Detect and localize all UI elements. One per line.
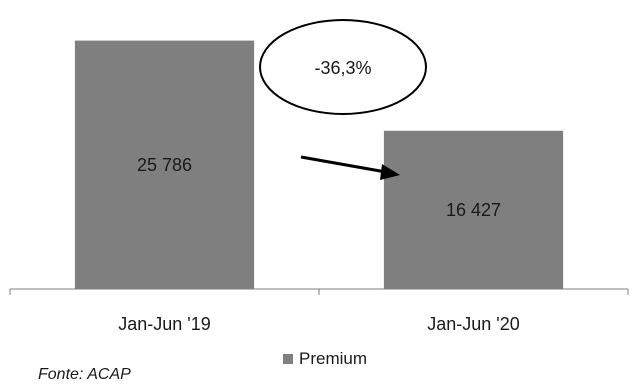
legend-swatch	[283, 354, 293, 364]
change-annotation-text: -36,3%	[314, 58, 371, 78]
bar-1	[74, 40, 255, 290]
x-tick-label-2: Jan-Jun '20	[427, 314, 520, 334]
bar-labels: 25 786 16 427	[137, 155, 501, 220]
change-annotation-ellipse	[259, 19, 427, 115]
arrow-right-icon	[300, 155, 400, 180]
legend-label: Premium	[299, 349, 368, 368]
bars	[74, 40, 564, 290]
x-tick-labels: Jan-Jun '19 Jan-Jun '20	[118, 314, 520, 334]
x-tick-label-1: Jan-Jun '19	[118, 314, 211, 334]
x-ticks	[9, 289, 629, 295]
bar-value-label-1: 25 786	[137, 155, 192, 175]
bar-value-label-2: 16 427	[446, 200, 501, 220]
source-note: Fonte: ACAP	[38, 366, 131, 383]
legend: Premium	[283, 349, 367, 369]
bar-2	[383, 130, 564, 289]
